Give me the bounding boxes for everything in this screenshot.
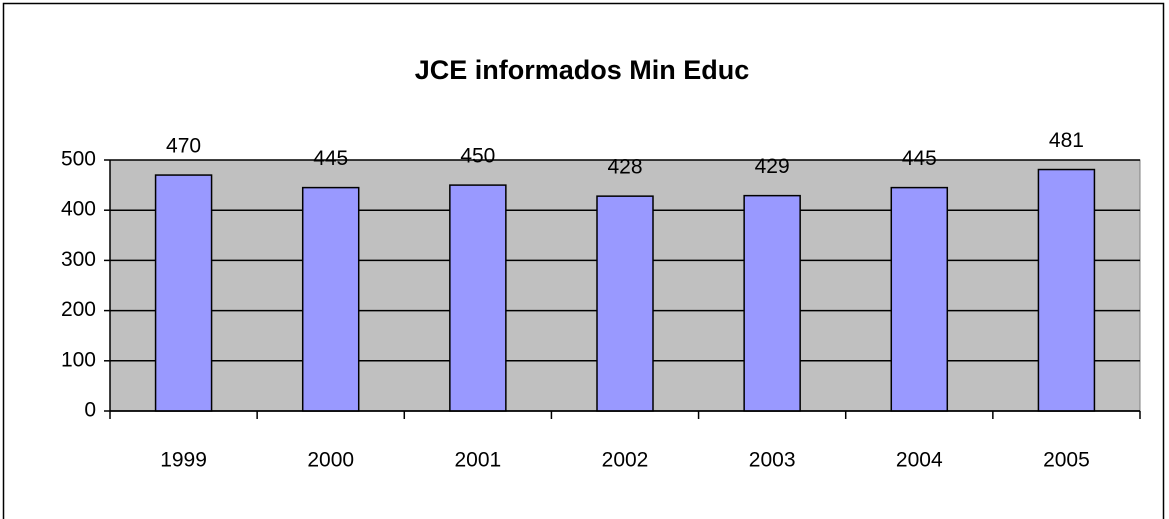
bar [301,186,360,412]
bar [1037,168,1096,412]
y-tick-label: 400 [61,198,96,221]
y-tick-label: 200 [61,298,96,321]
data-label: 445 [902,147,937,170]
data-label: 428 [607,156,642,179]
x-tick-label: 2003 [749,449,796,472]
bar [449,184,507,412]
bar [596,195,654,412]
x-tick-label: 2000 [307,449,354,472]
x-tick-label: 2002 [602,449,649,472]
x-tick-label: 2004 [896,449,943,472]
data-label: 450 [460,145,495,168]
x-tick-label: 2001 [454,449,501,472]
data-label: 481 [1049,129,1084,152]
y-tick-label: 300 [61,248,96,271]
y-tick-label: 0 [84,399,96,422]
bar [154,174,213,412]
data-label: 445 [313,147,348,170]
y-tick-label: 100 [61,348,96,371]
x-tick-label: 1999 [160,449,207,472]
bar [890,186,949,412]
data-label: 470 [166,135,201,158]
data-label: 429 [755,155,790,178]
x-tick-label: 2005 [1043,449,1090,472]
y-tick-label: 500 [61,148,96,171]
bar [743,194,801,412]
chart-title: JCE informados Min Educ [415,55,750,85]
